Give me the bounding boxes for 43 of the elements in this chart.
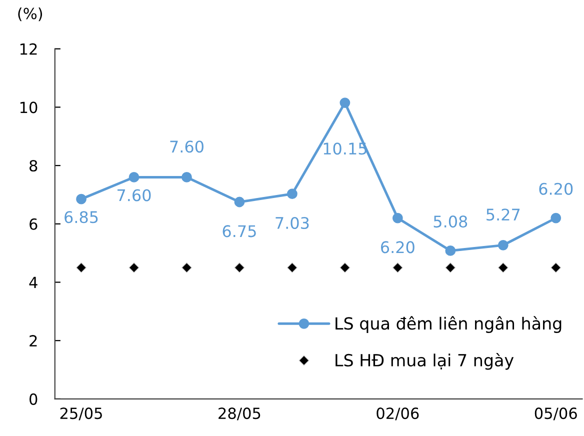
point xyxy=(234,262,245,273)
x-tick-label: 02/06 xyxy=(376,408,419,420)
point xyxy=(286,188,298,200)
data-label: 6.20 xyxy=(539,182,573,195)
data-label: 5.27 xyxy=(486,208,520,221)
y-tick-label: 6 xyxy=(30,218,38,230)
y-tick-label: 12 xyxy=(20,43,37,55)
y-axis-title: (%) xyxy=(18,7,42,22)
point xyxy=(128,262,140,273)
x-tick-label: 28/05 xyxy=(218,408,260,420)
y-tick-label: 4 xyxy=(29,276,38,288)
point xyxy=(550,262,562,273)
point xyxy=(286,262,298,273)
point xyxy=(182,172,192,182)
data-label: 7.60 xyxy=(118,189,151,202)
y-tick-label: 2 xyxy=(30,335,37,346)
y-tick-label: 8 xyxy=(30,160,38,172)
point xyxy=(550,212,562,224)
point xyxy=(392,262,403,273)
point xyxy=(445,262,456,273)
legend-label: LS qua đêm liên ngân hàng xyxy=(336,316,562,333)
point xyxy=(445,246,456,256)
data-label: 6.85 xyxy=(64,211,98,224)
data-label: 7.60 xyxy=(170,140,204,153)
y-tick-label: 0 xyxy=(30,393,38,405)
data-label: 5.08 xyxy=(434,216,468,228)
point xyxy=(340,98,350,108)
x-tick-label: 25/05 xyxy=(60,408,102,420)
point xyxy=(498,262,508,273)
point xyxy=(76,194,86,204)
y-tick-label: 10 xyxy=(20,102,38,114)
point xyxy=(340,262,350,273)
legend-label: LS HĐ mua lại 7 ngày xyxy=(336,352,514,370)
point xyxy=(392,212,403,224)
point xyxy=(498,240,508,250)
x-tick-label: 05/06 xyxy=(534,408,577,420)
point xyxy=(234,196,245,208)
point xyxy=(181,262,192,273)
data-label: 6.20 xyxy=(381,241,414,254)
point xyxy=(76,262,87,273)
data-label: 7.03 xyxy=(276,216,309,230)
data-label: 6.75 xyxy=(222,225,256,238)
point xyxy=(128,172,140,182)
